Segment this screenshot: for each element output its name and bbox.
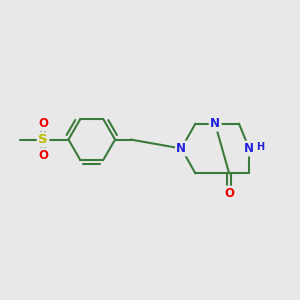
Text: H: H bbox=[256, 142, 264, 152]
Text: S: S bbox=[38, 133, 48, 146]
Text: N: N bbox=[176, 142, 186, 155]
Text: N: N bbox=[244, 142, 254, 155]
Text: O: O bbox=[38, 149, 48, 163]
Text: O: O bbox=[38, 117, 48, 130]
Text: O: O bbox=[224, 187, 234, 200]
Text: N: N bbox=[210, 117, 220, 130]
